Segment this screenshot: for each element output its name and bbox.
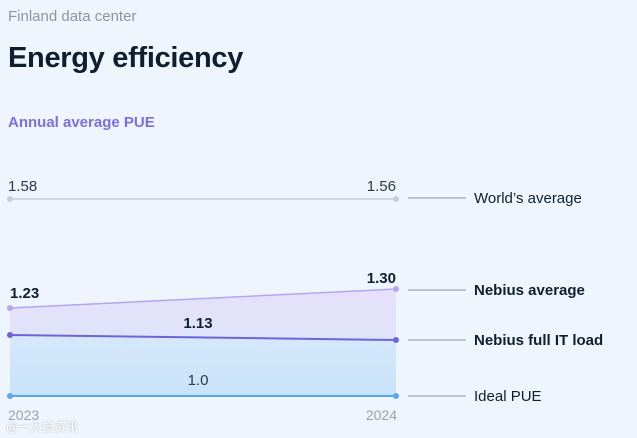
page-title: Energy efficiency xyxy=(8,42,244,74)
data-point-nebius-average-2024 xyxy=(393,286,399,292)
value-label: 1.23 xyxy=(10,285,39,302)
area-nebius-average xyxy=(10,289,396,340)
data-point-nebius-full-it-load-2023 xyxy=(7,332,13,338)
value-label: 1.56 xyxy=(367,178,396,195)
series-line-nebius-average xyxy=(9,288,397,309)
chart-subtitle: Annual average PUE xyxy=(8,114,155,131)
data-point-world-s-average-2023 xyxy=(7,196,13,202)
value-label: 1.13 xyxy=(183,315,212,332)
x-tick-label: 2024 xyxy=(366,407,397,423)
data-point-ideal-pue-2024 xyxy=(393,393,399,399)
legend-entry: World’s average xyxy=(474,190,582,207)
value-label: 1.0 xyxy=(188,372,209,389)
area-full-it-load xyxy=(10,335,396,396)
eyebrow-label: Finland data center xyxy=(8,8,137,25)
value-label: 1.58 xyxy=(8,178,37,195)
legend-entry: Ideal PUE xyxy=(474,388,542,405)
value-label: 1.30 xyxy=(367,270,396,287)
x-tick-label: 2023 xyxy=(8,407,39,423)
data-point-ideal-pue-2023 xyxy=(7,393,13,399)
watermark: @一大鼠资讯 xyxy=(6,420,79,434)
legend-entry: Nebius average xyxy=(474,282,585,299)
data-point-nebius-full-it-load-2024 xyxy=(393,337,399,343)
data-point-world-s-average-2024 xyxy=(393,196,399,202)
data-point-nebius-average-2023 xyxy=(7,305,13,311)
legend-entry: Nebius full IT load xyxy=(474,332,603,349)
series-line-nebius-full-it-load xyxy=(9,334,397,341)
